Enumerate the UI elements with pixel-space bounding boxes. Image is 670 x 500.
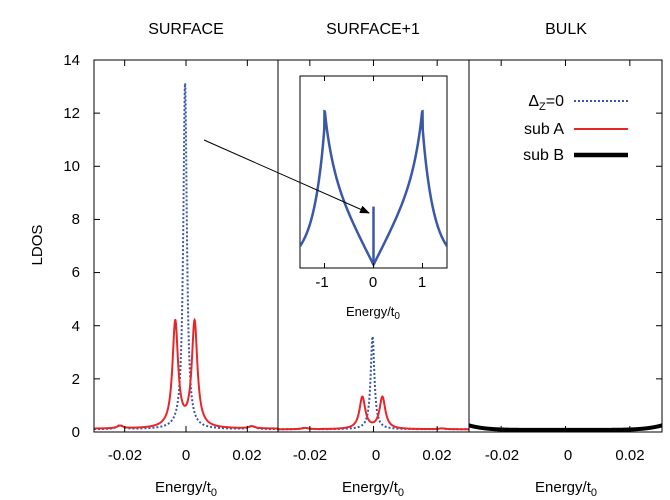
x-tick-label: 0	[182, 447, 190, 464]
inset-x-tick-label: -1	[315, 274, 328, 291]
y-tick-label: 8	[72, 211, 80, 228]
y-tick-labels: 0 2 4 6 8 10 12 14	[63, 52, 80, 441]
panel-title-bulk: BULK	[545, 21, 587, 38]
series-dz0-panel-0	[94, 82, 278, 431]
legend-entry-sub-b: sub B	[523, 147, 628, 164]
y-axis-label: LDOS	[29, 225, 46, 266]
series-subA-panel-0	[94, 317, 278, 430]
y-tick-label: 0	[72, 424, 80, 441]
y-tick-label: 4	[72, 318, 80, 335]
inset-x-axis-label: Energy/t0	[346, 304, 400, 322]
legend: ΔZ=0 sub A sub B	[523, 93, 628, 164]
x-tick-label: 0.02	[422, 447, 451, 464]
y-tick-label: 12	[63, 105, 80, 122]
legend-label: sub B	[523, 147, 564, 164]
inset: -1 0 1 Energy/t0	[299, 75, 448, 322]
x-tick-label: 0.02	[615, 447, 644, 464]
x-tick-label: 0	[564, 447, 572, 464]
inset-x-tick-label: 1	[418, 274, 426, 291]
panel-frame-bulk	[468, 59, 663, 433]
y-tick-label: 2	[72, 371, 80, 388]
x-tick-label: 0	[372, 447, 380, 464]
x-tick-label: -0.02	[485, 447, 519, 464]
y-tick-label: 6	[72, 264, 80, 281]
legend-label: sub A	[524, 121, 564, 138]
inset-x-tick-label: 0	[369, 274, 377, 291]
legend-label: ΔZ=0	[528, 93, 564, 113]
inset-tick-marks	[324, 76, 423, 268]
y-tick-label: 10	[63, 158, 80, 175]
series-dz0-panel-1	[278, 335, 469, 431]
x-axis-label-surface: Energy/t0	[155, 479, 217, 499]
x-tick-label: 0.02	[232, 447, 261, 464]
series-subA-panel-1	[278, 395, 469, 431]
x-tick-label: -0.02	[293, 447, 327, 464]
x-axis-label-surface-plus-1: Energy/t0	[342, 479, 404, 499]
legend-entry-sub-a: sub A	[524, 121, 628, 138]
zoom-arrow	[203, 139, 370, 214]
y-tick-label: 14	[63, 52, 80, 69]
panel-title-surface-plus-1: SURFACE+1	[326, 21, 420, 38]
legend-entry-dz0: ΔZ=0	[528, 93, 628, 113]
x-axis-label-bulk: Energy/t0	[535, 479, 597, 499]
x-tick-label: -0.02	[108, 447, 142, 464]
panel-title-surface: SURFACE	[148, 21, 224, 38]
